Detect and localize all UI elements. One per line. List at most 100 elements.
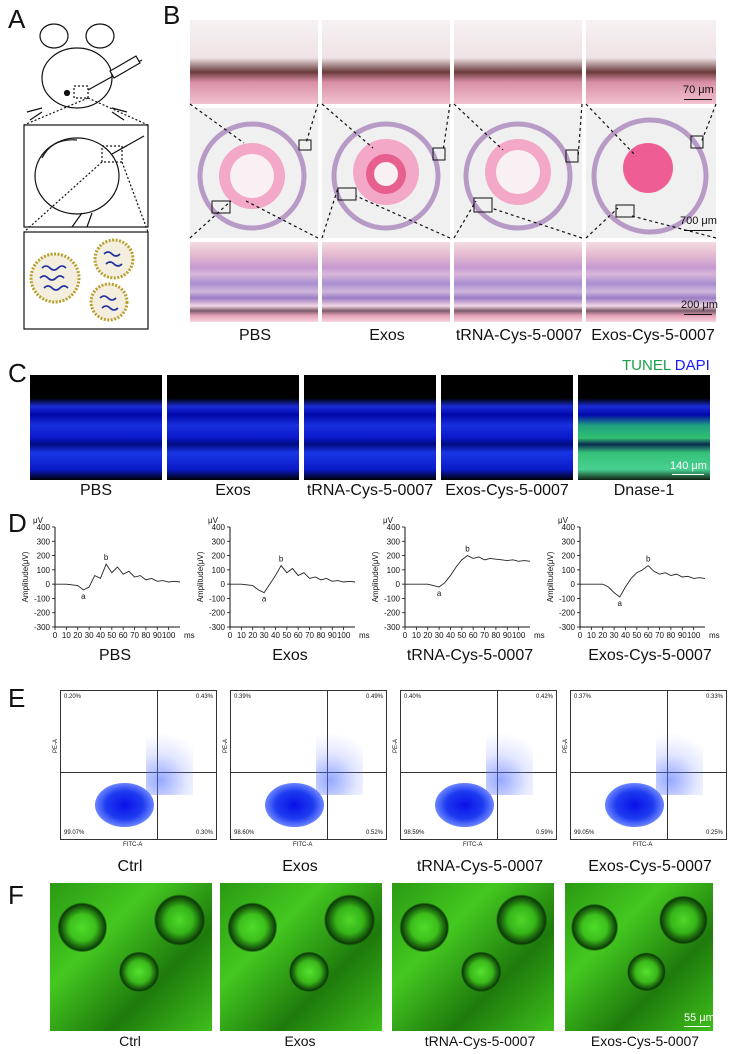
y-tick-label: -100 [559, 594, 576, 603]
y-tick-label: -200 [209, 609, 226, 618]
y-tick-label: 400 [212, 523, 226, 532]
x-tick-label: 40 [621, 631, 630, 640]
legend-tunel: TUNEL [622, 357, 671, 374]
y-axis-title: Amplitude(μV) [196, 551, 205, 602]
x-tick-label: 20 [73, 631, 82, 640]
x-axis-label: FITC-A [293, 842, 313, 848]
x-tick-label: 40 [271, 631, 280, 640]
cell-scatter-tail [316, 720, 363, 795]
mouse-illustration [26, 23, 143, 121]
scale-label-mid: 700 μm [680, 215, 717, 227]
tunel-exos-cys [441, 375, 573, 480]
x-tick-label: 90 [153, 631, 162, 640]
he-eye-pbs [190, 108, 318, 238]
y-axis-label: PE-A [563, 738, 570, 753]
x-axis-label: FITC-A [123, 842, 143, 848]
y-tick-label: 300 [37, 537, 51, 546]
y-tick-label: 200 [37, 552, 51, 561]
cell-scatter-tail [486, 720, 533, 795]
e-label-exos: Exos [282, 858, 318, 875]
c-label-pbs: PBS [79, 482, 112, 499]
quadrant-ur: 0.49% [365, 694, 383, 700]
f-image-trna [392, 883, 554, 1031]
quadrant-ur: 0.42% [535, 694, 553, 700]
x-tick-label: 30 [260, 631, 269, 640]
a-wave-label: a [262, 595, 267, 604]
b-wave-label: b [646, 555, 651, 564]
y-tick-label: -100 [209, 594, 226, 603]
quadrant-ul: 0.20% [64, 694, 82, 700]
b-label-exos-cys: Exos-Cys-5-0007 [591, 327, 715, 344]
x-tick-label: 40 [446, 631, 455, 640]
quadrant-gate-h [61, 772, 216, 774]
x-tick-label: 10 [412, 631, 421, 640]
f-scale-bar [684, 1026, 710, 1027]
a-wave-label: a [81, 592, 86, 601]
tunel-dnase [578, 375, 710, 480]
f-image-ctrl [50, 883, 212, 1031]
f-label-trna: tRNA-Cys-5-0007 [424, 1033, 536, 1049]
x-axis-label: FITC-A [463, 842, 483, 848]
he-top-trna [454, 20, 582, 104]
he-retina-exos [322, 242, 450, 322]
d-label-exos-cys: Exos-Cys-5-0007 [588, 647, 712, 664]
y-axis-title: Amplitude(μV) [546, 551, 555, 602]
x-tick-label: 100 [687, 631, 701, 640]
panel-letter-c: C [8, 358, 27, 388]
panel-letter-b: B [163, 0, 181, 30]
b-wave-label: b [279, 555, 284, 564]
cell-scatter-tail [656, 720, 703, 795]
y-tick-label: 0 [46, 580, 51, 589]
x-tick-label: 60 [469, 631, 478, 640]
x-unit-label: ms [184, 631, 195, 640]
x-tick-label: 20 [423, 631, 432, 640]
he-top-pbs [190, 20, 318, 104]
quadrant-lr: 0.25% [705, 830, 723, 836]
he-top-exos [322, 20, 450, 104]
x-tick-label: 70 [130, 631, 139, 640]
x-tick-label: 0 [228, 631, 233, 640]
he-retina-pbs [190, 242, 318, 322]
y-unit-label: μV [558, 516, 569, 525]
cell-scatter-tail [146, 720, 193, 795]
erg-trace [580, 564, 706, 598]
x-tick-label: 80 [666, 631, 675, 640]
flow-plot-2: 0.40% 0.42% 98.59% 0.59% FITC-A PE-A [393, 690, 557, 848]
quadrant-gate-h [571, 772, 726, 774]
y-tick-label: -200 [384, 609, 401, 618]
schematic-diagram [23, 23, 149, 330]
he-retina-trna [454, 242, 582, 322]
y-tick-label: 100 [387, 566, 401, 575]
x-tick-label: 100 [162, 631, 176, 640]
b-label-exos: Exos [369, 327, 405, 344]
erg-trace [405, 555, 531, 588]
y-tick-label: -300 [559, 623, 576, 632]
x-tick-label: 50 [632, 631, 641, 640]
x-tick-label: 40 [96, 631, 105, 640]
x-tick-label: 90 [678, 631, 687, 640]
d-label-trna: tRNA-Cys-5-0007 [406, 647, 534, 664]
x-tick-label: 30 [85, 631, 94, 640]
y-axis-label: PE-A [223, 738, 230, 753]
quadrant-ll: 99.07% [64, 830, 85, 836]
he-eye-exos [322, 108, 450, 238]
c-label-exos: Exos [215, 482, 251, 499]
c-label-exos-cys: Exos-Cys-5-0007 [445, 482, 569, 499]
panel-letter-a: A [8, 4, 26, 34]
c-legend: TUNEL DAPI [622, 357, 710, 374]
x-tick-label: 10 [62, 631, 71, 640]
quadrant-ur: 0.43% [195, 694, 213, 700]
tunel-pbs [30, 375, 162, 480]
y-tick-label: 200 [212, 552, 226, 561]
x-tick-label: 90 [328, 631, 337, 640]
d-label-pbs: PBS [98, 647, 131, 664]
y-tick-label: 300 [562, 537, 576, 546]
erg-trace [230, 564, 356, 594]
flow-plot-0: 0.20% 0.43% 99.07% 0.30% FITC-A PE-A [53, 690, 217, 848]
x-axis-label: FITC-A [633, 842, 653, 848]
y-tick-label: 300 [387, 537, 401, 546]
x-tick-label: 0 [403, 631, 408, 640]
y-tick-label: 200 [562, 552, 576, 561]
y-axis-title: Amplitude(μV) [21, 551, 30, 602]
